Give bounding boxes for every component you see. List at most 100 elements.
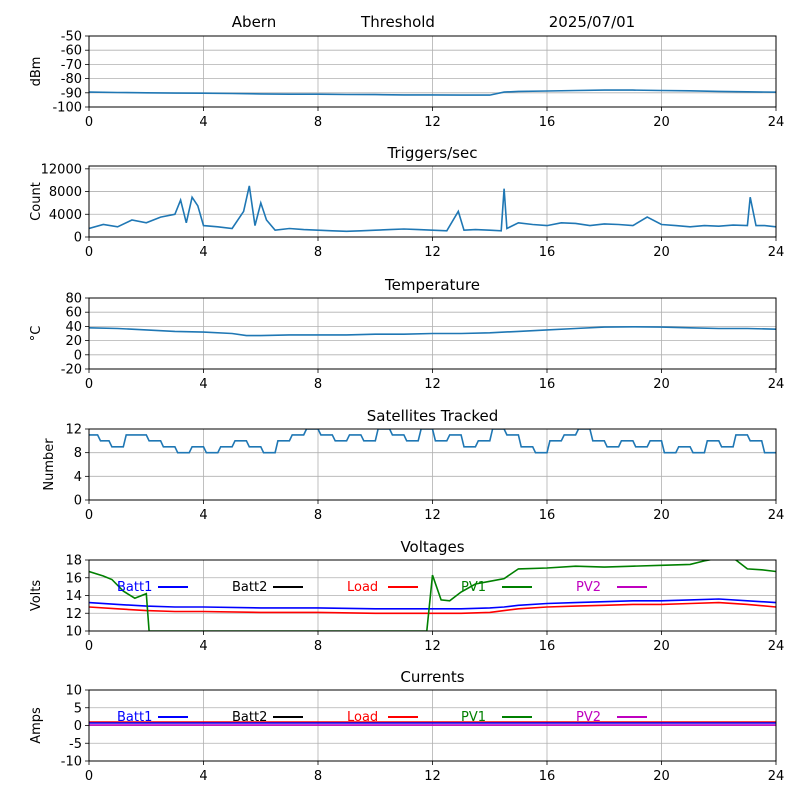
- y-axis-label: Number: [42, 438, 57, 491]
- panel-4: 0 4 8 12 16 20 24 0 4 8 12 Satellites Tracked Number: [42, 407, 784, 523]
- series-line-pv1: [89, 560, 776, 631]
- y-axis-label: dBm: [29, 57, 44, 87]
- x-tick-label: 8: [314, 115, 322, 130]
- header-date: 2025/07/01: [549, 13, 635, 31]
- x-tick-label: 20: [653, 115, 670, 130]
- y-axis-label: °C: [29, 326, 44, 342]
- panel-2: 0 4 8 12 16 20 24 0 4000 8000 12000 Triggers/sec Cou…: [29, 144, 784, 260]
- x-tick-label: 12: [424, 377, 441, 392]
- y-tick-label: 0: [74, 494, 82, 509]
- panel-title: Triggers/sec: [387, 144, 478, 162]
- x-tick-label: 24: [768, 508, 785, 523]
- legend-label-load: Load: [347, 710, 378, 725]
- x-tick-label: 4: [199, 508, 207, 523]
- y-tick-label: 10: [65, 625, 82, 640]
- x-tick-label: 24: [768, 769, 785, 784]
- y-tick-label: 0: [74, 719, 82, 734]
- panel-title: Voltages: [400, 538, 464, 556]
- y-tick-label: -90: [61, 86, 82, 101]
- y-tick-label: 20: [65, 334, 82, 349]
- x-tick-label: 16: [539, 639, 556, 654]
- y-tick-label: 12000: [41, 162, 82, 177]
- x-tick-label: 0: [85, 508, 93, 523]
- x-tick-label: 24: [768, 115, 785, 130]
- x-tick-label: 8: [314, 377, 322, 392]
- series-line-1: [89, 325, 776, 337]
- x-tick-label: 20: [653, 769, 670, 784]
- y-tick-label: 14: [65, 589, 82, 604]
- y-tick-label: -70: [61, 58, 82, 73]
- y-axis-label: Count: [29, 182, 44, 221]
- x-tick-label: 16: [539, 508, 556, 523]
- x-tick-label: 16: [539, 245, 556, 260]
- legend-label-load: Load: [347, 580, 378, 595]
- y-tick-label: -100: [52, 101, 82, 116]
- series-line-1: [89, 89, 776, 96]
- x-tick-label: 16: [539, 115, 556, 130]
- y-tick-label: 60: [65, 306, 82, 321]
- series-line-load: [89, 601, 776, 615]
- legend-label-pv1: PV1: [461, 710, 486, 725]
- y-tick-label: -5: [69, 737, 82, 752]
- y-tick-label: 4000: [49, 208, 82, 223]
- y-tick-label: 5: [74, 701, 82, 716]
- x-tick-label: 8: [314, 245, 322, 260]
- legend-label-batt1: Batt1: [117, 580, 152, 595]
- y-tick-label: 40: [65, 320, 82, 335]
- panel-6: 0 4 8 12 16 20 24 -10 -5 0 5 10 Currents Amps Batt1 Bat…: [29, 668, 784, 784]
- x-tick-label: 20: [653, 639, 670, 654]
- legend-label-pv1: PV1: [461, 580, 486, 595]
- x-tick-label: 20: [653, 508, 670, 523]
- series-line-batt1: [89, 598, 776, 610]
- legend-label-pv2: PV2: [576, 580, 601, 595]
- x-tick-label: 24: [768, 377, 785, 392]
- y-axis-label: Volts: [29, 580, 44, 612]
- y-axis-label: Amps: [29, 707, 44, 744]
- x-tick-label: 4: [199, 639, 207, 654]
- y-tick-label: 12: [65, 423, 82, 438]
- series-line-1: [89, 185, 776, 233]
- x-tick-label: 12: [424, 508, 441, 523]
- panel-title: Satellites Tracked: [367, 407, 498, 425]
- x-tick-label: 12: [424, 639, 441, 654]
- y-tick-label: -20: [61, 363, 82, 378]
- x-tick-label: 20: [653, 377, 670, 392]
- x-tick-label: 16: [539, 769, 556, 784]
- header-station: Abern: [232, 13, 276, 31]
- y-tick-label: 12: [65, 607, 82, 622]
- series-line-1: [89, 429, 776, 454]
- panel-title: Currents: [400, 668, 464, 686]
- x-tick-label: 12: [424, 769, 441, 784]
- y-tick-label: -10: [61, 755, 82, 770]
- x-tick-label: 0: [85, 769, 93, 784]
- y-tick-label: -60: [61, 44, 82, 59]
- y-tick-label: 8: [74, 446, 82, 461]
- x-tick-label: 12: [424, 245, 441, 260]
- legend-label-batt2: Batt2: [232, 580, 267, 595]
- x-tick-label: 8: [314, 639, 322, 654]
- panel-5: 0 4 8 12 16 20 24 10 12 14 16 18 Voltages Volts Batt1 B…: [29, 538, 784, 654]
- x-tick-label: 12: [424, 115, 441, 130]
- header-mode: Threshold: [360, 13, 435, 31]
- x-tick-label: 0: [85, 115, 93, 130]
- x-tick-label: 0: [85, 639, 93, 654]
- y-tick-label: 4: [74, 470, 82, 485]
- x-tick-label: 4: [199, 245, 207, 260]
- y-tick-label: -80: [61, 72, 82, 87]
- x-tick-label: 24: [768, 639, 785, 654]
- y-tick-label: 18: [65, 554, 82, 569]
- panel-title: Temperature: [384, 276, 480, 294]
- x-tick-label: 0: [85, 245, 93, 260]
- x-tick-label: 4: [199, 115, 207, 130]
- legend-label-batt1: Batt1: [117, 710, 152, 725]
- y-tick-label: 16: [65, 571, 82, 586]
- y-tick-label: 0: [74, 231, 82, 246]
- x-tick-label: 4: [199, 769, 207, 784]
- y-tick-label: 80: [65, 292, 82, 307]
- legend-label-batt2: Batt2: [232, 710, 267, 725]
- x-tick-label: 4: [199, 377, 207, 392]
- y-tick-label: 0: [74, 348, 82, 363]
